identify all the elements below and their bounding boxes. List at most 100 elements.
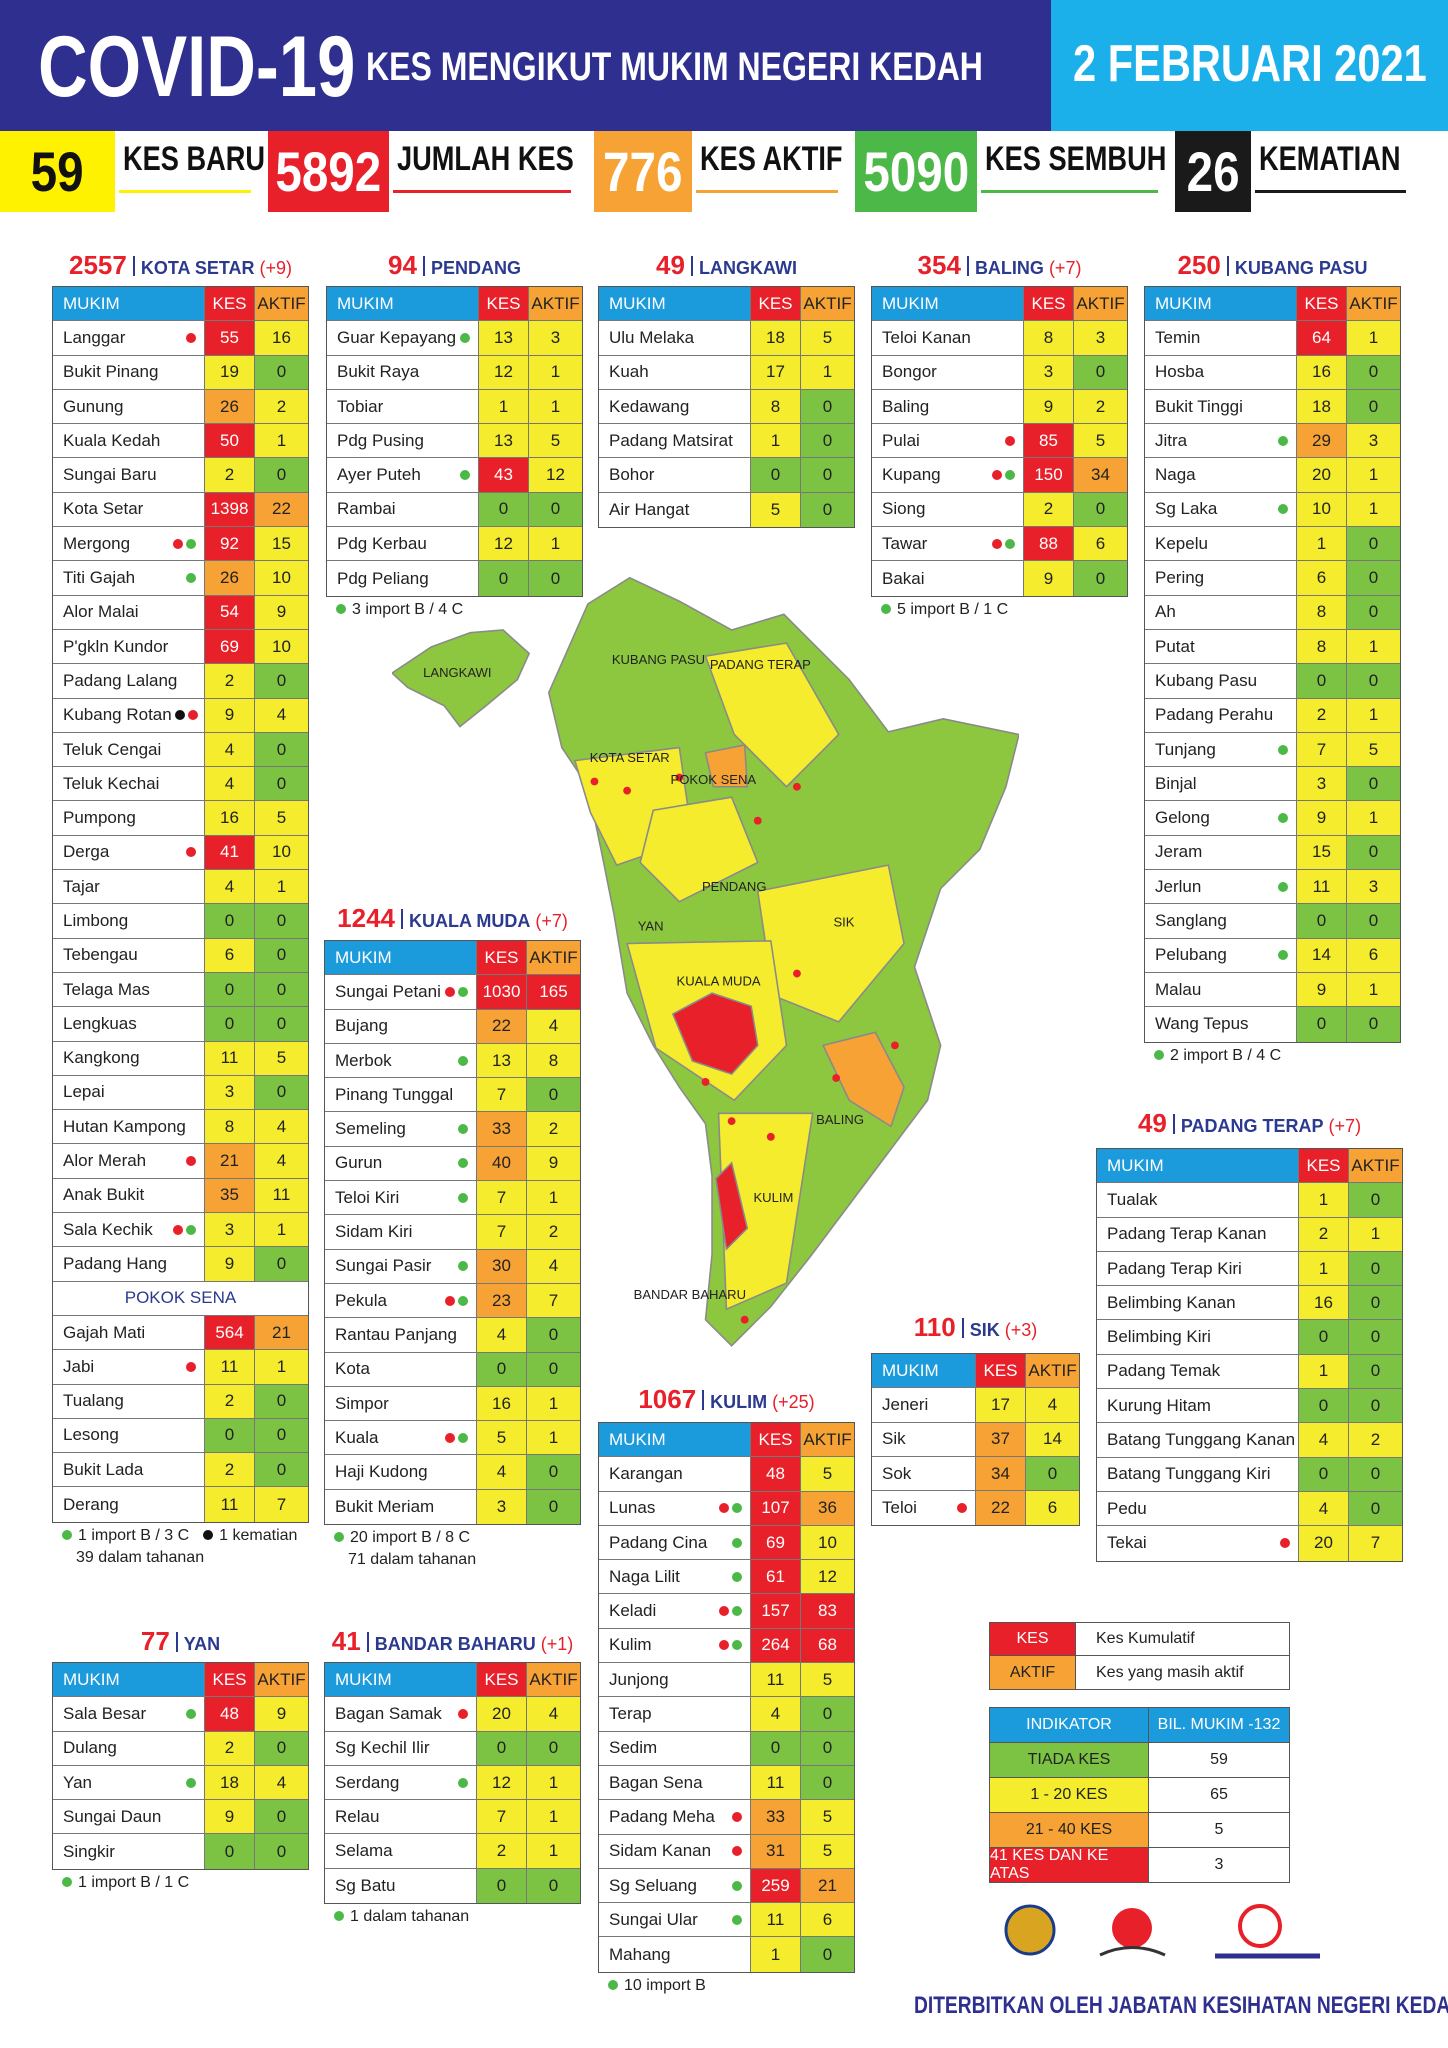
mukim-cell: Kuala (325, 1421, 476, 1454)
mukim-cell: Sg Batu (325, 1869, 476, 1903)
district-name: KOTA SETAR (140, 258, 255, 278)
kes-cell: 3 (204, 1075, 254, 1110)
mukim-cell: Pinang Tunggal (325, 1078, 476, 1111)
header-row: MUKIM KES AKTIF (872, 1354, 1079, 1389)
mukim-name: Jeram (1155, 842, 1203, 862)
dots (170, 538, 196, 549)
kes-cell: 23 (476, 1283, 526, 1318)
map-label: SIK (833, 915, 854, 930)
kes-cell: 9 (204, 1247, 254, 1281)
mukim-name: Hutan Kampong (63, 1116, 186, 1136)
aktif-cell: 0 (254, 972, 308, 1007)
mukim-name: Sg Batu (335, 1875, 396, 1895)
note-line: 2 import B / 4 C (1154, 1047, 1281, 1065)
aktif-cell: 0 (800, 1937, 854, 1972)
table-row: Gajah Mati 564 21 (53, 1315, 308, 1351)
separator (1172, 1114, 1175, 1134)
aktif-cell: 0 (1025, 1456, 1079, 1491)
table-row: Hutan Kampong 8 4 (53, 1110, 308, 1145)
aktif-cell: 4 (254, 698, 308, 732)
aktif-cell: 10 (254, 629, 308, 664)
status-dot (719, 1606, 729, 1617)
mukim-name: Kangkong (63, 1048, 140, 1068)
mukim-name: Lepai (63, 1082, 105, 1102)
table-row: Alor Malai 54 9 (53, 595, 308, 630)
mukim-cell: Langgar (53, 321, 204, 354)
col-mukim: MUKIM (53, 1663, 204, 1697)
mukim-cell: Ah (1145, 596, 1296, 629)
status-dot (187, 710, 198, 721)
map-zone (717, 1112, 814, 1311)
indicator-count: 65 (1148, 1778, 1289, 1812)
status-dot (445, 1295, 455, 1306)
table-row: Sidam Kiri 7 2 (325, 1215, 580, 1250)
table-row: Bukit Lada 2 0 (53, 1453, 308, 1488)
note-dot (62, 1876, 72, 1887)
mukim-cell: Telaga Mas (53, 973, 204, 1006)
map-zone (639, 796, 759, 903)
col-aktif: AKTIF (1346, 287, 1400, 321)
mukim-name: Gajah Mati (63, 1322, 146, 1342)
aktif-cell: 5 (1346, 732, 1400, 767)
mukim-cell: Relau (325, 1800, 476, 1833)
kes-cell: 11 (750, 1765, 800, 1800)
aktif-cell: 5 (800, 321, 854, 355)
header-row: MUKIM KES AKTIF (327, 287, 582, 322)
aktif-cell: 10 (254, 561, 308, 595)
aktif-cell: 1 (526, 1765, 580, 1800)
mukim-cell: Sanglang (1145, 904, 1296, 937)
mukim-cell: Ayer Puteh (327, 458, 478, 491)
mukim-name: Tualang (63, 1391, 124, 1411)
mukim-name: Sidam Kanan (609, 1841, 712, 1861)
kes-cell: 0 (1296, 664, 1346, 698)
mukim-name: Kedawang (609, 396, 690, 416)
mukim-cell: Sungai Pasir (325, 1250, 476, 1283)
status-dot (458, 1777, 468, 1788)
mukim-name: Langgar (63, 327, 126, 347)
kes-cell: 48 (750, 1457, 800, 1491)
dots (1275, 504, 1288, 515)
aktif-cell: 0 (254, 938, 308, 972)
aktif-cell: 0 (1346, 389, 1400, 424)
table-row: Jabi 11 1 (53, 1350, 308, 1385)
kes-cell: 14 (1296, 938, 1346, 972)
stat-label-text: JUMLAH KES (397, 140, 574, 178)
aktif-cell: 4 (254, 1765, 308, 1800)
mukim-name: Belimbing Kiri (1107, 1327, 1211, 1347)
legend-row: KES Kes Kumulatif (989, 1622, 1290, 1656)
mukim-name: Alor Malai (63, 602, 139, 622)
aktif-cell: 11 (254, 1178, 308, 1213)
kes-cell: 11 (204, 1350, 254, 1384)
table-row: Sungai Ular 11 6 (599, 1903, 854, 1938)
map-zone (671, 992, 759, 1076)
aktif-cell: 0 (1073, 355, 1127, 389)
kes-cell: 0 (204, 1007, 254, 1041)
table-row: Mergong 92 15 (53, 527, 308, 562)
aktif-cell: 0 (254, 664, 308, 698)
note-text: 39 dalam tahanan (76, 1548, 205, 1566)
kes-cell: 54 (204, 595, 254, 629)
col-kes: KES (1296, 287, 1346, 321)
table-row: Belimbing Kiri 0 0 (1097, 1320, 1402, 1355)
mukim-cell: Derang (53, 1487, 204, 1521)
kes-cell: 2 (204, 1384, 254, 1418)
kes-cell: 1 (1298, 1183, 1348, 1217)
aktif-cell: 1 (526, 1800, 580, 1834)
table-row: Padang Terap Kanan 2 1 (1097, 1217, 1402, 1252)
mukim-name: Tunjang (1155, 739, 1216, 759)
kes-cell: 88 (1023, 527, 1073, 561)
status-dot (992, 538, 1002, 549)
aktif-cell: 2 (1073, 389, 1127, 424)
kes-cell: 0 (204, 1418, 254, 1453)
table-row: Merbok 13 8 (325, 1043, 580, 1079)
district-table: MUKIM KES AKTIF Jeneri 17 4 Sik 37 14 Sok 34 0 Teloi… (871, 1353, 1080, 1527)
header-row: MUKIM KES AKTIF (872, 287, 1127, 322)
table-row: Teluk Kechai 4 0 (53, 767, 308, 802)
mukim-cell: Sok (872, 1457, 975, 1490)
kes-cell: 7 (476, 1800, 526, 1834)
table-row: Padang Temak 1 0 (1097, 1354, 1402, 1390)
dots (183, 1708, 196, 1719)
mukim-name: Rantau Panjang (335, 1324, 457, 1344)
district-total: 354 (917, 250, 961, 280)
